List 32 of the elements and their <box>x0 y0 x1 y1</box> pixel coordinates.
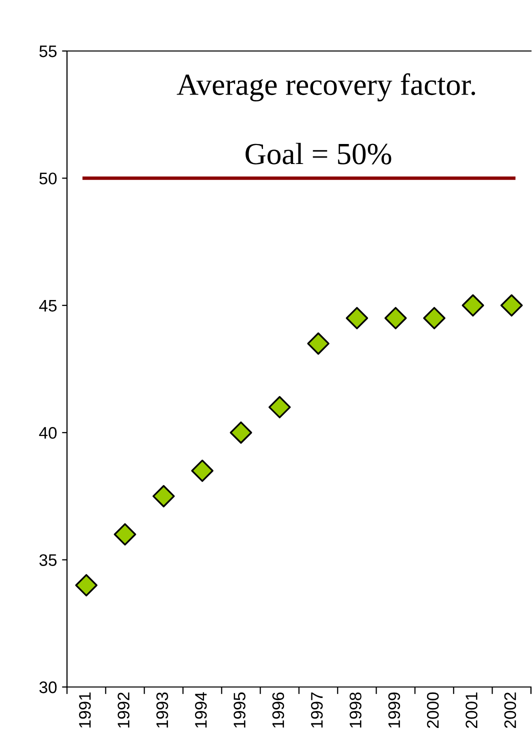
x-tick-label: 1999 <box>388 692 400 728</box>
x-tick-label: 1993 <box>156 692 168 728</box>
point <box>307 332 330 355</box>
x-tick-label: 1996 <box>272 692 284 728</box>
y-tick-label: 45 <box>39 300 57 312</box>
point <box>346 306 368 330</box>
y-tick-label: 50 <box>39 172 57 184</box>
x-tick-label: 2001 <box>466 692 478 728</box>
y-tick-label: 30 <box>39 681 57 694</box>
point <box>230 421 252 444</box>
point <box>423 306 446 330</box>
x-tick-label: 2002 <box>504 692 516 728</box>
ref-line-label: Goal = 50% <box>246 142 392 164</box>
point <box>114 523 136 546</box>
point <box>500 294 523 317</box>
x-tick-label: 1995 <box>234 692 246 728</box>
x-tick-label: 1998 <box>350 692 362 728</box>
point <box>268 396 291 418</box>
x-tick-label: 1994 <box>194 692 207 728</box>
point <box>152 485 175 508</box>
annotation: Average recovery factor. <box>176 73 476 102</box>
point <box>384 306 407 330</box>
x-tick-label: 1992 <box>118 692 130 728</box>
y-tick-label: 35 <box>39 554 57 566</box>
y-tick-label: 40 <box>39 427 57 439</box>
point <box>191 460 214 482</box>
point <box>75 574 98 596</box>
y-tick-label: 55 <box>39 46 57 58</box>
x-tick-label: 2000 <box>426 692 439 728</box>
x-tick-label: 1991 <box>79 692 91 728</box>
point <box>462 294 484 317</box>
x-tick-label: 1997 <box>310 692 323 728</box>
